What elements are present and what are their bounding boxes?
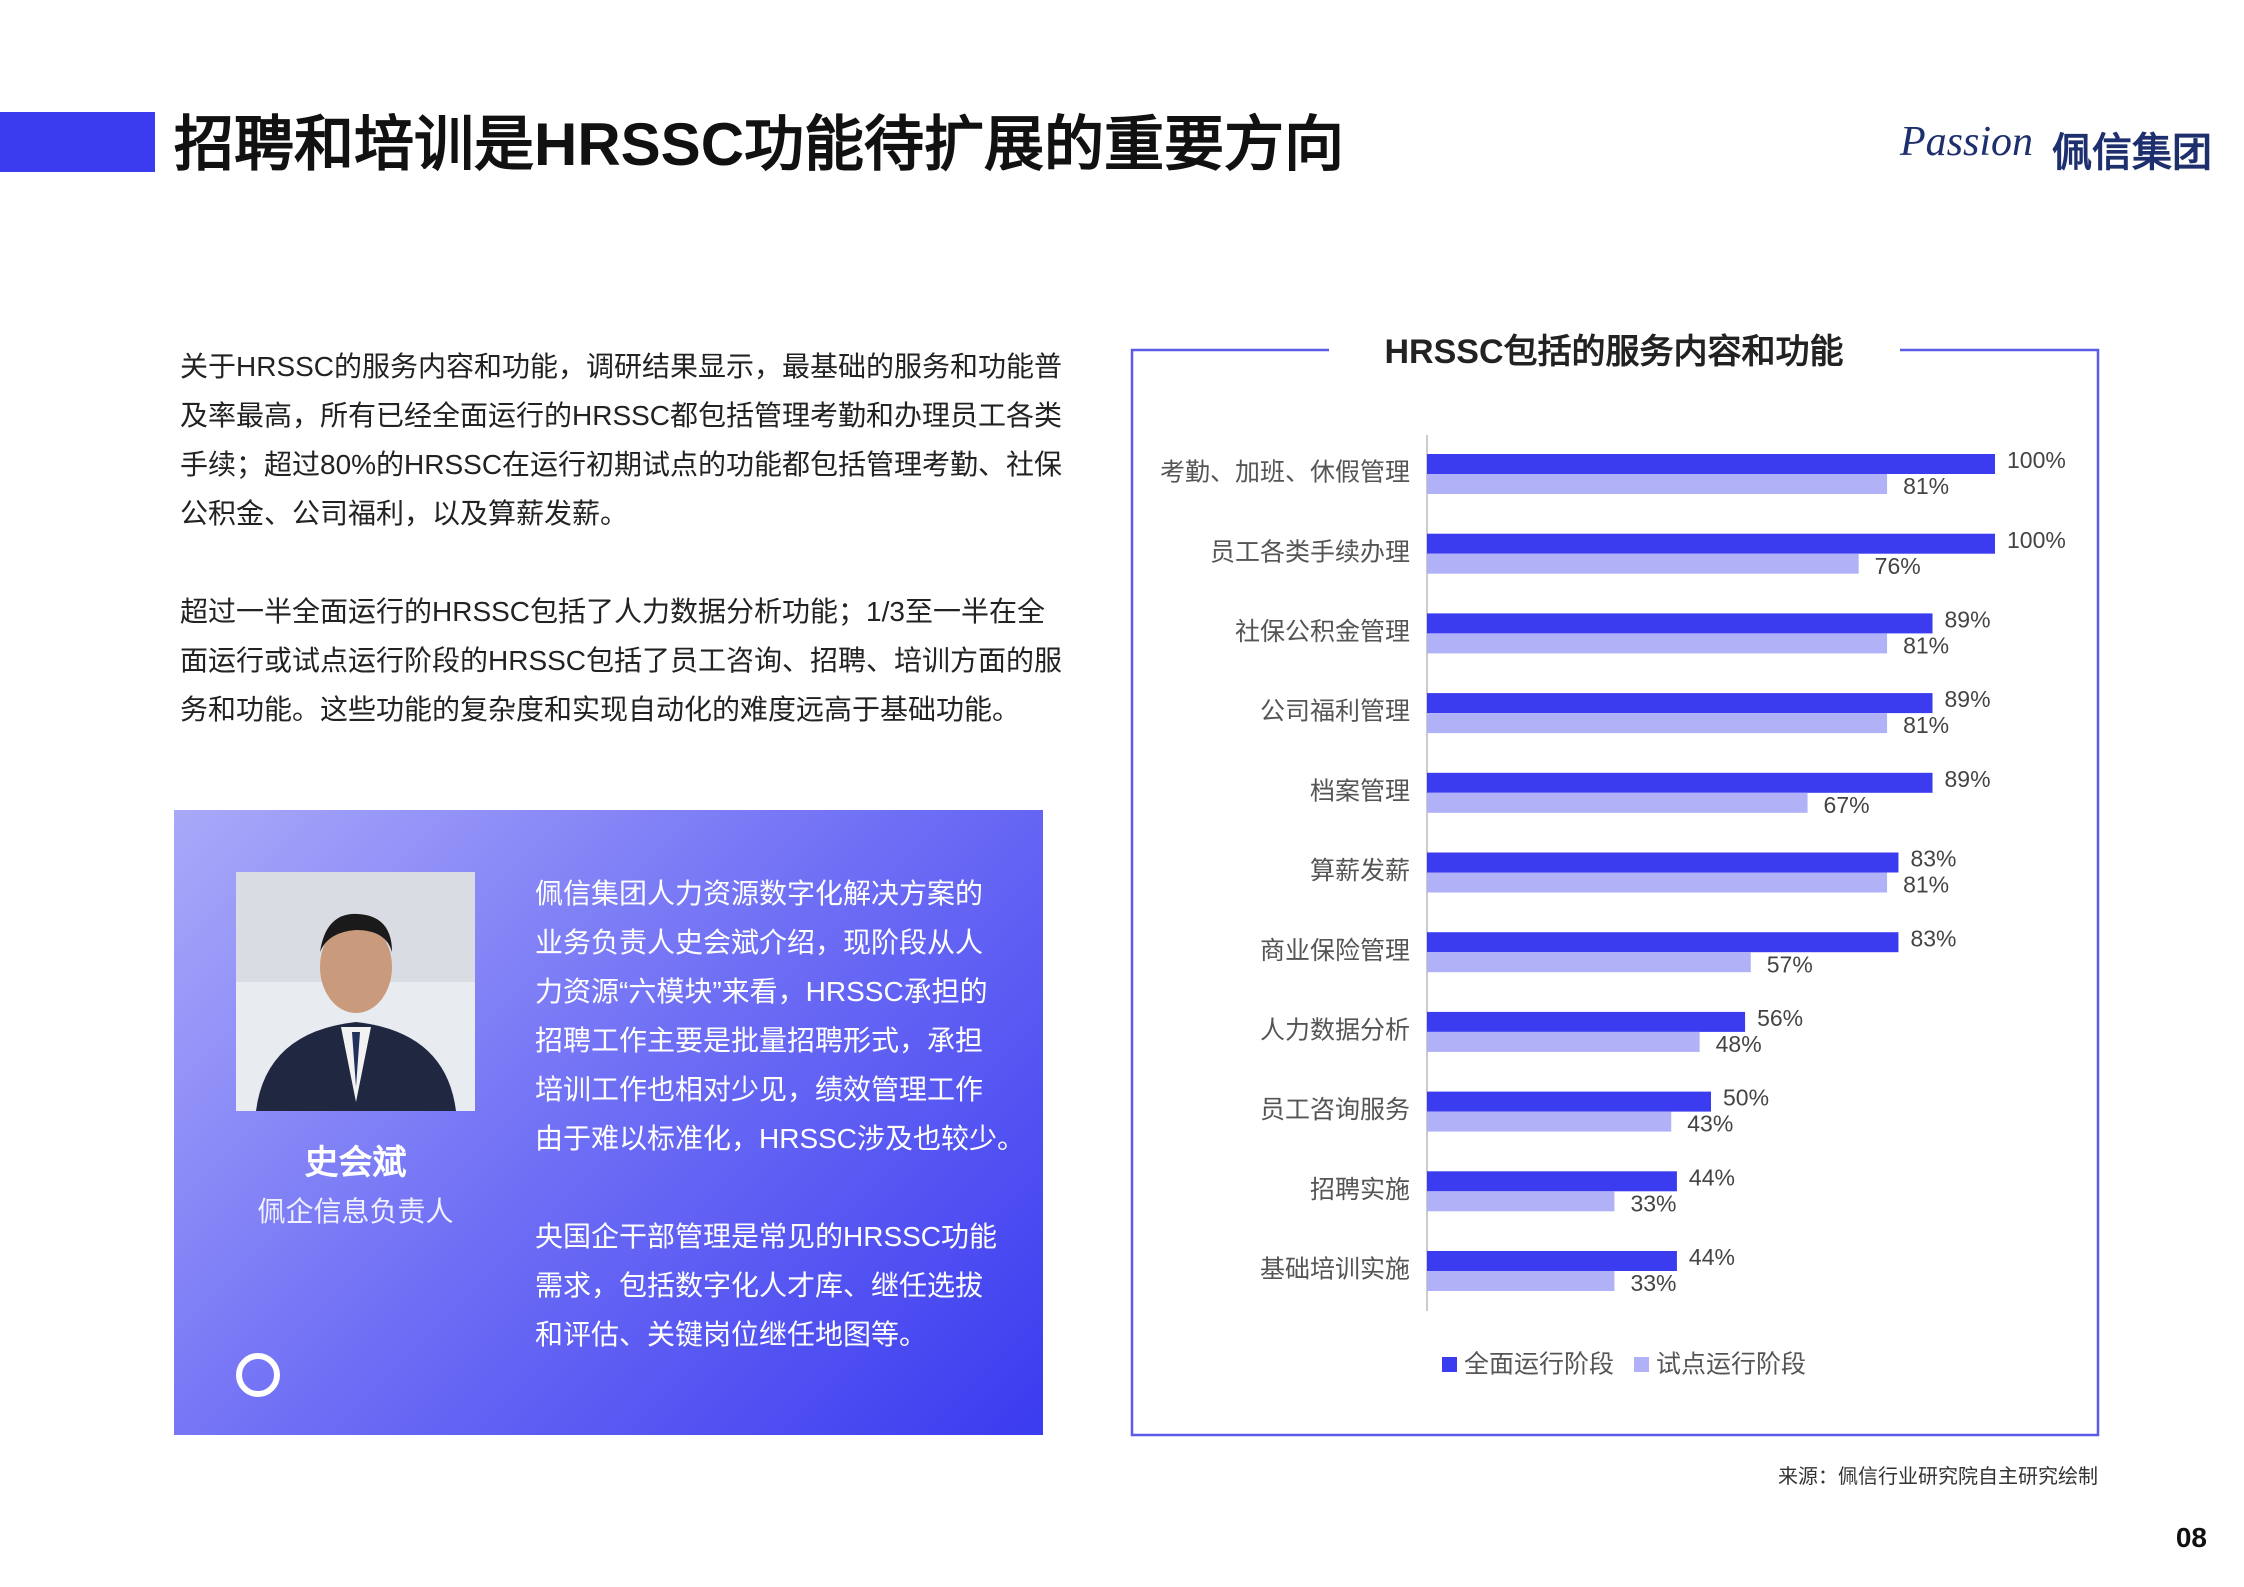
source: 来源：佩信行业研究院自主研究绘制 xyxy=(1778,1466,2098,1488)
bar xyxy=(1427,1251,1677,1271)
bar xyxy=(1427,852,1899,873)
category-label: 档案管理 xyxy=(1310,777,1410,805)
bar xyxy=(1427,1031,1700,1052)
value-label: 89% xyxy=(1945,686,1991,712)
text-line: 需求，包括数字化人才库、继任选拔 xyxy=(535,1270,984,1301)
page-number: 08 xyxy=(2175,1522,2207,1553)
bar xyxy=(1427,553,1859,574)
logo-cn: 佩信集团 xyxy=(2052,131,2212,175)
bar xyxy=(1427,772,1933,793)
text-line: 佩信集团人力资源数字化解决方案的 xyxy=(535,878,984,909)
text-line: 由于难以标准化，HRSSC涉及也较少。 xyxy=(535,1123,1026,1154)
bar xyxy=(1427,1111,1672,1132)
value-label: 81% xyxy=(1903,712,1949,738)
value-label: 56% xyxy=(1757,1005,1803,1031)
quote-box: 史会斌 佩企信息负责人 佩信集团人力资源数字化解决方案的 业务负责人史会斌介绍，现… xyxy=(174,810,1043,1435)
bar xyxy=(1427,872,1888,893)
text-line: 和评估、关键岗位继任地图等。 xyxy=(535,1319,928,1350)
value-label: 43% xyxy=(1687,1111,1733,1137)
text-line: 招聘工作主要是批量招聘形式，承担 xyxy=(535,1025,984,1056)
value-label: 57% xyxy=(1767,951,1813,977)
bar xyxy=(1427,713,1888,734)
value-label: 67% xyxy=(1824,792,1870,818)
value-label: 81% xyxy=(1903,872,1949,898)
value-label: 89% xyxy=(1945,766,1991,792)
chart-title: HRSSC包括的服务内容和功能 xyxy=(1384,333,1843,371)
page-title: 招聘和培训是HRSSC功能待扩展的重要方向 xyxy=(174,111,1345,178)
bar xyxy=(1427,1191,1615,1212)
text-line: 及率最高，所有已经全面运行的HRSSC都包括管理考勤和办理员工各类 xyxy=(180,400,1063,431)
value-label: 33% xyxy=(1630,1270,1676,1296)
category-label: 考勤、加班、休假管理 xyxy=(1160,459,1410,487)
value-label: 89% xyxy=(1945,606,1991,632)
legend-swatch xyxy=(1442,1357,1457,1372)
value-label: 83% xyxy=(1910,925,1956,951)
bar xyxy=(1427,952,1751,973)
value-label: 100% xyxy=(2007,447,2066,473)
text-line: 业务负责人史会斌介绍，现阶段从人 xyxy=(535,927,984,958)
category-label: 社保公积金管理 xyxy=(1235,618,1410,646)
speaker-name: 史会斌 xyxy=(304,1144,407,1182)
bar xyxy=(1427,1091,1711,1112)
bar xyxy=(1427,1011,1746,1032)
value-label: 33% xyxy=(1630,1190,1676,1216)
value-label: 48% xyxy=(1716,1031,1762,1057)
category-label: 商业保险管理 xyxy=(1260,937,1410,965)
text-line: 务和功能。这些功能的复杂度和实现自动化的难度远高于基础功能。 xyxy=(180,694,1021,725)
bar xyxy=(1427,454,1995,474)
value-label: 44% xyxy=(1689,1164,1735,1190)
legend-swatch xyxy=(1634,1357,1650,1372)
value-label: 81% xyxy=(1903,473,1949,499)
value-label: 50% xyxy=(1723,1085,1769,1111)
text-line: 关于HRSSC的服务内容和功能，调研结果显示，最基础的服务和功能普 xyxy=(180,351,1063,382)
category-label: 招聘实施 xyxy=(1310,1176,1410,1204)
logo-en: Passion xyxy=(1900,119,2034,165)
text-line: 面运行或试点运行阶段的HRSSC包括了员工咨询、招聘、培训方面的服 xyxy=(180,645,1063,676)
quote-text: 佩信集团人力资源数字化解决方案的 业务负责人史会斌介绍，现阶段从人 力资源“六模块”… xyxy=(535,872,1025,1372)
speaker-role: 佩企信息负责人 xyxy=(257,1196,454,1227)
bar xyxy=(1427,693,1933,714)
text-line: 手续；超过80%的HRSSC在运行初期试点的功能都包括管理考勤、社保 xyxy=(180,449,1063,480)
value-label: 100% xyxy=(2007,527,2066,553)
text-line: 培训工作也相对少见，绩效管理工作 xyxy=(535,1074,984,1105)
text-line: 力资源“六模块”来看，HRSSC承担的 xyxy=(535,976,988,1007)
decor-circle xyxy=(236,1353,280,1397)
value-label: 83% xyxy=(1910,846,1956,872)
bar xyxy=(1427,1171,1677,1192)
bar xyxy=(1427,474,1888,494)
category-label: 员工各类手续办理 xyxy=(1210,538,1410,566)
category-label: 基础培训实施 xyxy=(1260,1256,1410,1284)
category-label: 人力数据分析 xyxy=(1260,1017,1410,1045)
bar xyxy=(1427,1271,1615,1291)
legend-label: 全面运行阶段 xyxy=(1464,1351,1614,1379)
value-label: 81% xyxy=(1903,632,1949,658)
text-line: 央国企干部管理是常见的HRSSC功能 xyxy=(535,1221,998,1252)
text-line: 超过一半全面运行的HRSSC包括了人力数据分析功能；1/3至一半在全 xyxy=(180,596,1045,627)
category-label: 算薪发薪 xyxy=(1310,857,1410,885)
bar xyxy=(1427,792,1808,813)
bar xyxy=(1427,613,1933,634)
value-label: 76% xyxy=(1875,553,1921,579)
title-gap xyxy=(1329,335,1900,365)
category-label: 员工咨询服务 xyxy=(1260,1096,1410,1124)
bar xyxy=(1427,633,1888,654)
bar xyxy=(1427,533,1995,554)
title-accent xyxy=(0,112,155,172)
legend-label: 试点运行阶段 xyxy=(1656,1351,1806,1379)
value-label: 44% xyxy=(1689,1244,1735,1270)
body-text: 关于HRSSC的服务内容和功能，调研结果显示，最基础的服务和功能普 及率最高，所有… xyxy=(180,345,1062,745)
text-line: 公积金、公司福利，以及算薪发薪。 xyxy=(180,498,629,529)
portrait xyxy=(236,872,475,1111)
category-label: 公司福利管理 xyxy=(1260,698,1410,726)
bar xyxy=(1427,932,1899,953)
